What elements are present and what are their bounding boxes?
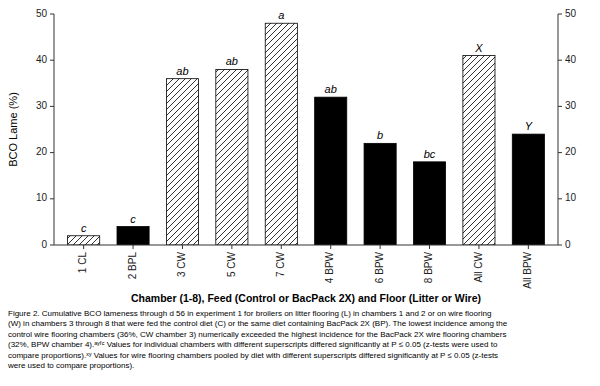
y-tick-label: 0 <box>41 239 47 250</box>
y-tick-label: 30 <box>36 100 48 111</box>
bar-annotation: b <box>377 129 383 141</box>
y2-tick <box>558 198 562 199</box>
x-tick <box>231 245 232 249</box>
x-axis-line <box>54 245 558 246</box>
annotations: c c ab ab a ab b bc X Y <box>81 9 533 234</box>
x-tick-label: 7 CW <box>275 251 286 277</box>
y2-tick-label: 0 <box>565 239 571 250</box>
x-tick <box>133 245 134 249</box>
x-tick-label: 4 BPW <box>324 251 335 283</box>
y-tick-label: 50 <box>36 8 48 19</box>
x-tick-label: 3 CW <box>176 251 187 277</box>
y-tick <box>50 106 54 107</box>
y-tick <box>50 14 54 15</box>
caption-line: (W) in chambers 3 through 8 that were fe… <box>8 319 508 328</box>
x-tick <box>83 245 84 249</box>
bar <box>166 79 198 245</box>
y-tick-label: 40 <box>36 54 48 65</box>
bar-annotation: ab <box>176 65 188 77</box>
bar <box>413 162 445 245</box>
bar-annotation: c <box>81 222 87 234</box>
y2-tick <box>558 14 562 15</box>
y2-tick <box>558 245 562 246</box>
y-axis-label: BCO Lame (%) <box>7 92 19 167</box>
x-tick <box>330 245 331 249</box>
y-tick-label: 20 <box>36 146 48 157</box>
y2-tick <box>558 106 562 107</box>
y2-tick <box>558 152 562 153</box>
y-tick <box>50 198 54 199</box>
axes: 0 10 20 30 40 50 0 10 20 30 40 50 1 CL 2 BPL 3 CW 5 CW 7… <box>36 8 577 289</box>
x-tick-label: 2 BPL <box>127 252 138 280</box>
y2-axis-line <box>558 14 559 245</box>
caption-line: compare proportions).ˣʸ Values for wire … <box>8 351 498 360</box>
x-tick <box>182 245 183 249</box>
bar <box>265 23 297 245</box>
bar <box>315 97 347 245</box>
x-tick-label: All CW <box>473 251 484 282</box>
caption-line: control wire flooring chambers (36%, CW … <box>8 330 506 339</box>
y2-tick-label: 50 <box>565 8 577 19</box>
caption: Figure 2. Cumulative BCO lameness throug… <box>7 309 508 371</box>
x-axis-label: Chamber (1-8), Feed (Control or BacPack … <box>131 292 481 304</box>
y-tick <box>50 152 54 153</box>
bar-annotation: X <box>474 42 483 54</box>
bar-annotation: ab <box>226 55 238 67</box>
y-axis-line <box>54 14 55 245</box>
bar-annotation: Y <box>525 120 533 132</box>
y2-tick-label: 20 <box>565 146 577 157</box>
chart: c c ab ab a ab b bc X Y 0 10 20 30 40 50 0 10 20 30 40 50 1 CL… <box>0 0 600 386</box>
bar-annotation: ab <box>325 83 337 95</box>
bar <box>364 143 396 245</box>
bar <box>512 134 544 245</box>
bar <box>463 56 495 245</box>
bar <box>117 227 149 245</box>
y2-tick-label: 10 <box>565 192 577 203</box>
x-tick-label: 6 BPW <box>374 251 385 283</box>
y2-tick <box>558 60 562 61</box>
y-tick <box>50 245 54 246</box>
bar <box>216 69 248 245</box>
bar-annotation: a <box>278 9 284 21</box>
bar <box>68 236 100 245</box>
x-tick-label: 8 BPW <box>423 251 434 283</box>
caption-line: were used to compare proportions). <box>7 361 134 370</box>
x-tick <box>380 245 381 249</box>
bar-annotation: c <box>130 213 136 225</box>
x-tick <box>478 245 479 249</box>
bar-annotation: bc <box>424 148 436 160</box>
caption-line: Figure 2. Cumulative BCO lameness throug… <box>8 309 491 318</box>
y-tick <box>50 60 54 61</box>
y2-tick-label: 40 <box>565 54 577 65</box>
caption-line: (32%, BPW chamber 4).ᵃʸᶠᶜ Values for ind… <box>8 340 498 349</box>
x-tick <box>429 245 430 249</box>
x-tick-label: 5 CW <box>226 251 237 277</box>
bars <box>68 23 545 245</box>
y2-tick-label: 30 <box>565 100 577 111</box>
x-tick <box>281 245 282 249</box>
x-tick-label: 1 CL <box>77 252 88 274</box>
y-tick-label: 10 <box>36 192 48 203</box>
x-tick <box>528 245 529 249</box>
x-tick-label: All BPW <box>522 251 533 288</box>
